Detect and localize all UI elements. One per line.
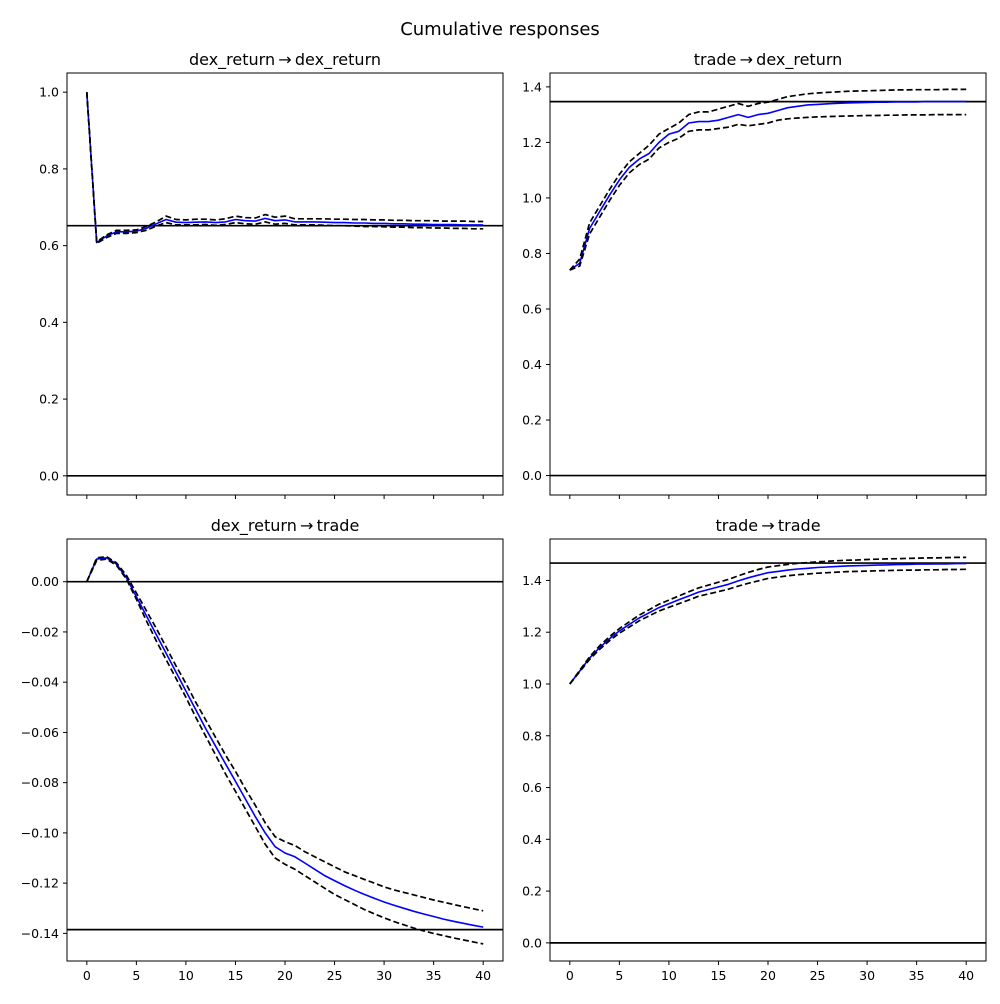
axes-frame: [549, 538, 987, 962]
response-line: [86, 556, 484, 928]
subplot-dex-return-to-dex-return: dex_return → dex_return 0.0 0.2 0.4 0.6 0.8 1.…: [39, 50, 504, 499]
x-tick-label: 0: [83, 968, 91, 983]
y-tick-label: 0.4: [522, 357, 542, 372]
x-tick-label: 20: [277, 968, 293, 983]
axes-frame: [549, 72, 987, 496]
plot-area: [67, 92, 503, 477]
y-tick-label: 0.6: [522, 301, 542, 316]
y-tick-label: 0.8: [522, 728, 542, 743]
y-tick-label: −0.02: [21, 624, 59, 639]
y-tick-label: 1.4: [522, 79, 542, 94]
x-tick-label: 10: [178, 968, 194, 983]
subplot-title: dex_return → trade: [211, 516, 360, 536]
x-tick-label: 5: [615, 968, 623, 983]
x-tick-label: 30: [859, 968, 875, 983]
subplot-title: trade → dex_return: [694, 50, 843, 70]
y-tick-label: −0.14: [21, 926, 59, 941]
y-tick-label: 0.0: [522, 468, 542, 483]
y-tick-label: 0.6: [39, 238, 59, 253]
y-tick-label: 0.4: [39, 315, 59, 330]
y-tick-label: −0.12: [21, 876, 59, 891]
y-tick-label: 0.8: [522, 246, 542, 261]
subplot-trade-to-dex-return: trade → dex_return 0.0 0.2 0.4 0.6 0.8 1.0 1.2 1…: [522, 50, 987, 499]
response-line: [86, 92, 484, 244]
subplot-title: trade → trade: [715, 516, 820, 535]
subplot-title: dex_return → dex_return: [189, 50, 381, 70]
y-tick-label: 0.6: [522, 780, 542, 795]
y-tick-label: 1.2: [522, 135, 542, 150]
y-tick-label: 0.0: [522, 935, 542, 950]
upper-band-line: [569, 556, 967, 685]
plot-area: [550, 556, 986, 944]
y-tick-label: −0.04: [21, 675, 59, 690]
subplot-dex-return-to-trade: dex_return → trade 0.00 −0.02 −0.04 −0.06 −0.…: [21, 516, 504, 983]
plot-area: [550, 88, 986, 477]
y-tick-label: −0.06: [21, 725, 59, 740]
upper-band-line: [569, 88, 967, 271]
x-tick-label: 40: [958, 968, 974, 983]
y-tick-label: 0.0: [39, 468, 59, 483]
upper-band-line: [86, 555, 484, 912]
x-tick-label: 0: [566, 968, 574, 983]
lower-band-line: [86, 558, 484, 945]
y-tick-label: 1.0: [39, 85, 59, 100]
y-tick-label: 1.4: [522, 573, 542, 588]
subplot-trade-to-trade: trade → trade 0.0 0.2 0.4 0.6 0.8 1.0 1.2 1.4 0 5 1…: [522, 516, 987, 983]
y-tick-label: 0.2: [522, 413, 542, 428]
x-tick-label: 20: [760, 968, 776, 983]
axes-frame: [66, 72, 504, 496]
figure-title: Cumulative responses: [400, 19, 600, 40]
x-tick-label: 25: [810, 968, 826, 983]
x-tick-label: 25: [327, 968, 343, 983]
x-tick-label: 40: [475, 968, 491, 983]
axes-frame: [66, 538, 504, 962]
response-line: [569, 100, 967, 271]
y-tick-label: 1.0: [522, 190, 542, 205]
x-tick-label: 10: [661, 968, 677, 983]
y-tick-label: 1.0: [522, 676, 542, 691]
y-tick-label: 0.2: [522, 884, 542, 899]
plot-area: [67, 555, 503, 945]
x-tick-label: 15: [228, 968, 244, 983]
x-tick-label: 35: [426, 968, 442, 983]
x-tick-label: 15: [711, 968, 727, 983]
lower-band-line: [85, 92, 484, 245]
response-line: [569, 562, 967, 685]
y-tick-label: −0.10: [21, 825, 59, 840]
upper-band-line: [85, 92, 484, 243]
y-tick-label: −0.08: [21, 775, 59, 790]
y-tick-label: 1.2: [522, 625, 542, 640]
x-tick-label: 5: [132, 968, 140, 983]
y-tick-label: 0.2: [39, 392, 59, 407]
y-tick-label: 0.8: [39, 161, 59, 176]
lower-band-line: [569, 113, 967, 271]
x-tick-label: 30: [376, 968, 392, 983]
y-tick-label: 0.4: [522, 832, 542, 847]
x-tick-label: 35: [909, 968, 925, 983]
y-tick-label: 0.00: [31, 574, 59, 589]
lower-band-line: [569, 568, 967, 685]
